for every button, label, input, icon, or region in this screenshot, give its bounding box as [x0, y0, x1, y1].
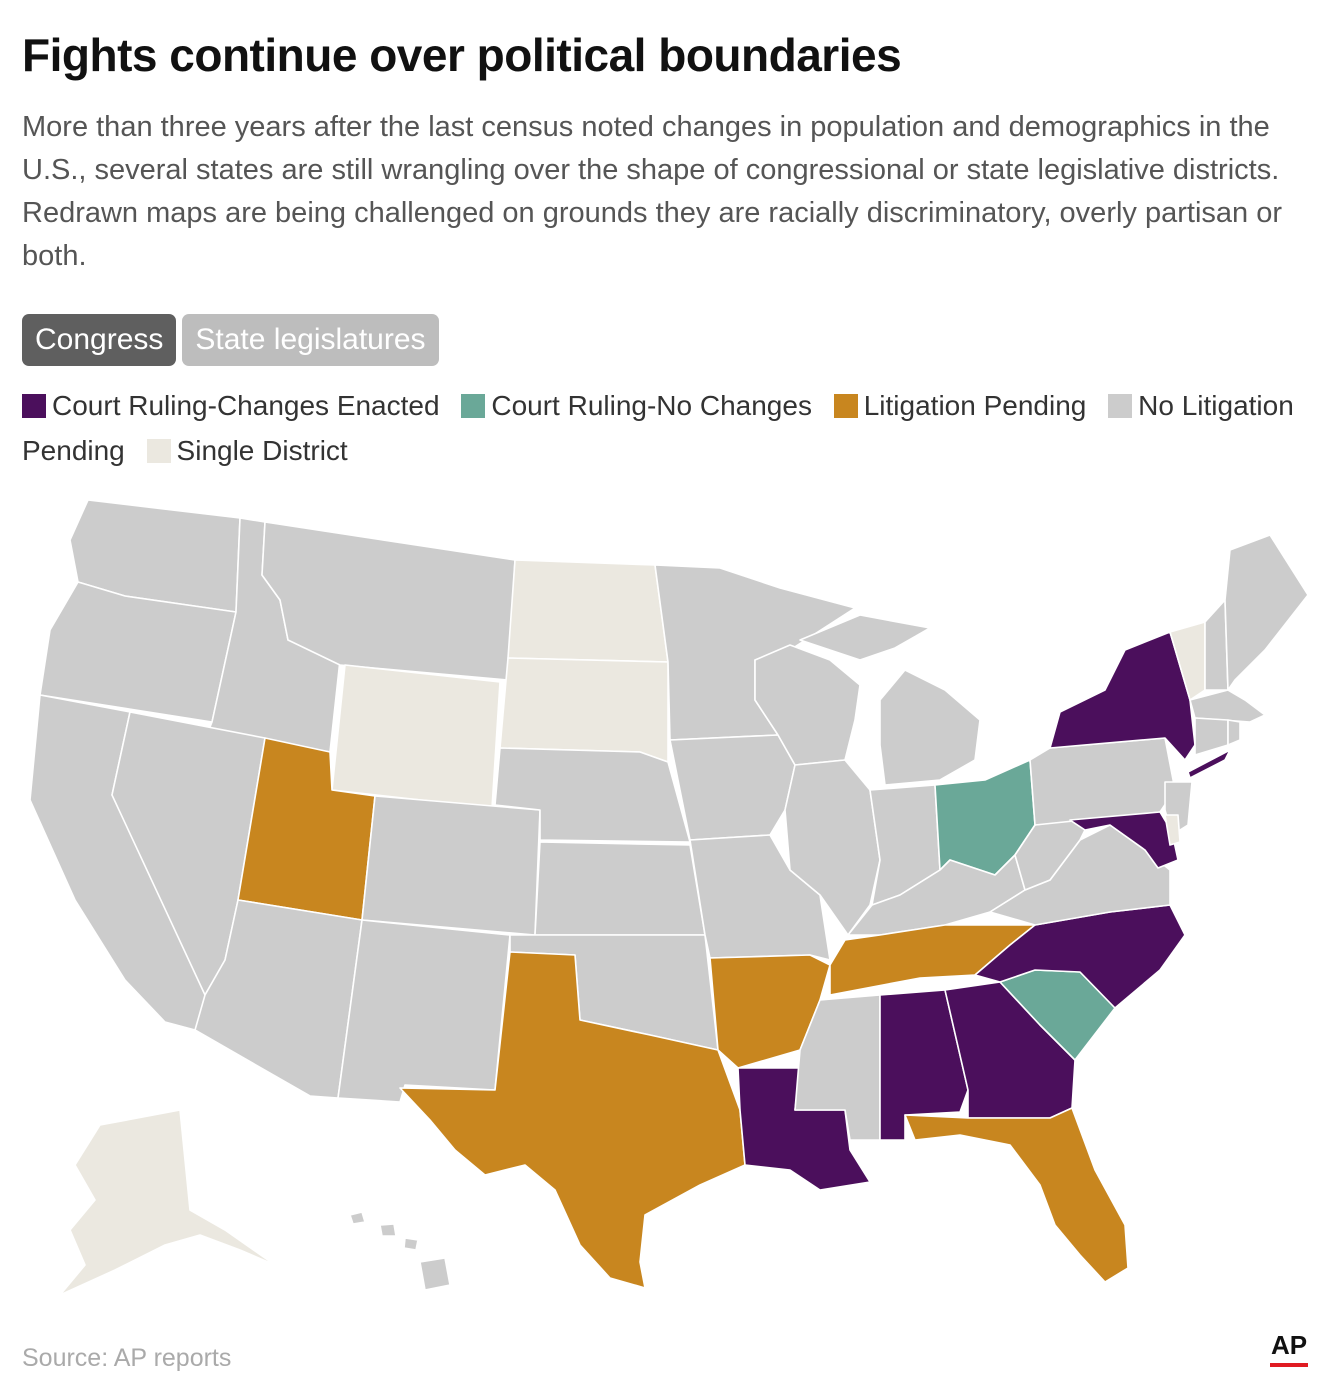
legend-swatch [833, 394, 858, 418]
tab-congress[interactable]: Congress [22, 314, 177, 366]
legend-swatch [22, 394, 46, 418]
state-north-dakota[interactable] [507, 559, 669, 663]
ap-logo: AP [1268, 1330, 1310, 1370]
legend-item-no-litigation: No Litigation Pending [22, 390, 1294, 466]
state-texas[interactable] [399, 951, 746, 1289]
state-iowa[interactable] [669, 734, 796, 841]
state-massachusetts[interactable] [1189, 689, 1266, 723]
legend-label: Single District [176, 435, 348, 466]
state-delaware[interactable] [1164, 814, 1181, 846]
state-rhode-island[interactable] [1227, 719, 1241, 746]
state-florida[interactable] [904, 1107, 1129, 1283]
legend-item-single-district: Single District [146, 435, 348, 466]
state-maryland[interactable] [1069, 811, 1179, 869]
state-colorado[interactable] [361, 795, 541, 936]
legend-label: Litigation Pending [863, 390, 1087, 421]
legend-item-litigation-pending: Litigation Pending [833, 390, 1087, 421]
state-south-dakota[interactable] [499, 657, 669, 763]
ap-logo-text: AP [1270, 1330, 1308, 1360]
state-wyoming[interactable] [331, 664, 501, 809]
state-new-mexico[interactable] [337, 919, 511, 1103]
state-new-hampshire[interactable] [1204, 599, 1229, 691]
state-michigan[interactable] [799, 614, 981, 786]
map-legend: Court Ruling-Changes Enacted Court Rulin… [22, 383, 1312, 473]
state-maine[interactable] [1224, 534, 1309, 691]
state-alaska[interactable] [59, 1109, 276, 1296]
state-north-carolina[interactable] [974, 904, 1186, 1009]
state-connecticut[interactable] [1194, 717, 1229, 756]
us-map [29, 499, 1309, 1296]
legend-swatch [146, 439, 171, 463]
legend-label: Court Ruling-No Changes [491, 390, 812, 421]
ap-logo-bar [1270, 1363, 1308, 1367]
page-title: Fights continue over political boundarie… [22, 29, 902, 81]
state-hawaii[interactable] [349, 1211, 451, 1291]
legend-item-no-changes: Court Ruling-No Changes [461, 390, 812, 421]
legend-swatch [461, 394, 486, 418]
page-subtitle: More than three years after the last cen… [22, 111, 1282, 272]
tab-state-legislatures[interactable]: State legislatures [182, 314, 439, 366]
state-missouri[interactable] [689, 834, 831, 961]
legend-label: Court Ruling-Changes Enacted [52, 390, 440, 421]
state-kansas[interactable] [534, 841, 706, 936]
legend-swatch [1108, 394, 1133, 418]
view-tabs: Congress State legislatures [22, 314, 439, 366]
source-note: Source: AP reports [22, 1344, 232, 1372]
state-nebraska[interactable] [494, 747, 691, 843]
legend-label: No Litigation Pending [22, 390, 1294, 466]
state-wisconsin[interactable] [754, 644, 861, 766]
legend-item-changes-enacted: Court Ruling-Changes Enacted [22, 390, 440, 421]
